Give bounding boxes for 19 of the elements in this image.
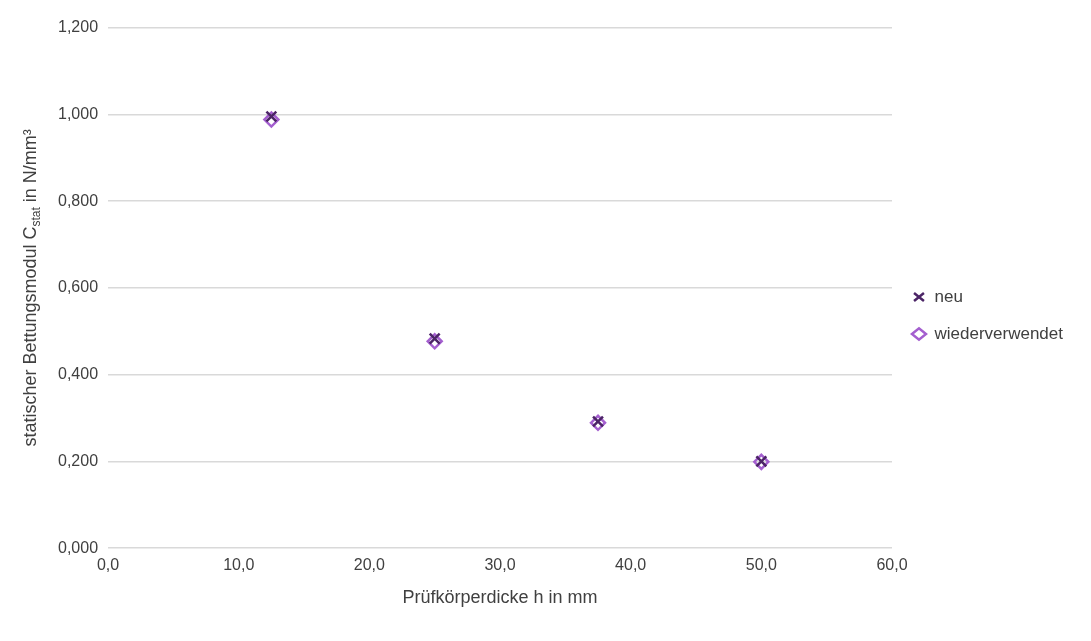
point: [591, 415, 605, 428]
y-tick-label: 0,000: [57, 538, 99, 556]
x-tick-label: 50,0: [745, 556, 777, 574]
x-tick-label: 20,0: [353, 556, 386, 574]
x-tick-label: 0,0: [96, 556, 120, 574]
x-tick-label: 10,0: [223, 556, 255, 574]
y-axis-title: statischer Bettungsmodul Cstat in N/mm³: [20, 129, 43, 447]
legend-label: wiederverwendet: [933, 323, 1064, 343]
y-tick-label: 0,600: [57, 278, 99, 296]
y-tick-label: 0,800: [57, 191, 99, 209]
y-tick-label: 0,400: [57, 365, 99, 383]
y-tick-label: 1,200: [57, 18, 99, 36]
x-tick-label: 60,0: [876, 556, 908, 574]
y-tick-label: 0,200: [57, 451, 99, 469]
legend-label: neu: [934, 286, 963, 306]
y-tick-label: 1,000: [57, 104, 99, 122]
x-tick-label: 30,0: [484, 556, 516, 574]
x-axis-title: Prüfkörperdicke h in mm: [402, 587, 598, 608]
x-tick-label: 40,0: [615, 556, 647, 574]
